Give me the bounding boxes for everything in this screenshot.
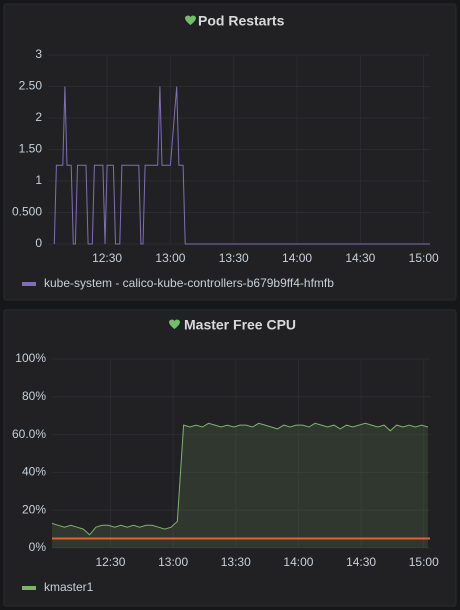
- y-tick-label: 40%: [22, 465, 46, 479]
- x-tick-label: 12:30: [95, 555, 125, 569]
- y-tick-label: 2: [35, 110, 42, 124]
- legend-label[interactable]: kube-system - calico-kube-controllers-b6…: [44, 276, 334, 290]
- y-tick-label: 0%: [29, 540, 47, 554]
- panel-title[interactable]: Master Free CPU: [184, 317, 296, 333]
- y-tick-label: 80%: [22, 389, 46, 403]
- panel: [3, 3, 457, 301]
- y-tick-label: 0.500: [12, 205, 42, 219]
- legend-swatch: [22, 586, 36, 590]
- x-tick-label: 15:00: [409, 555, 439, 569]
- x-tick-label: 13:00: [158, 555, 188, 569]
- panel: [3, 309, 457, 607]
- heart-icon: [185, 15, 196, 25]
- y-tick-label: 100%: [15, 351, 46, 365]
- y-tick-label: 1: [35, 173, 42, 187]
- legend-label[interactable]: kmaster1: [44, 580, 94, 594]
- heart-icon: [169, 319, 180, 329]
- x-tick-label: 14:00: [282, 251, 312, 265]
- x-tick-label: 14:00: [283, 555, 313, 569]
- x-tick-label: 14:30: [345, 251, 375, 265]
- y-tick-label: 0: [35, 236, 42, 250]
- legend-swatch: [22, 282, 36, 286]
- x-tick-label: 15:00: [409, 251, 439, 265]
- panel-title[interactable]: Pod Restarts: [198, 13, 285, 29]
- x-tick-label: 12:30: [92, 251, 122, 265]
- line: [51, 422, 429, 536]
- x-tick-label: 14:30: [346, 555, 376, 569]
- x-tick-label: 13:00: [155, 251, 185, 265]
- y-tick-label: 3: [35, 47, 42, 61]
- x-tick-label: 13:30: [219, 251, 249, 265]
- y-tick-label: 1.50: [19, 142, 43, 156]
- line: [53, 86, 430, 245]
- x-tick-label: 13:30: [221, 555, 251, 569]
- y-tick-label: 2.50: [19, 79, 43, 93]
- y-tick-label: 60.0%: [12, 427, 46, 441]
- area: [52, 423, 428, 548]
- y-tick-label: 20%: [22, 502, 46, 516]
